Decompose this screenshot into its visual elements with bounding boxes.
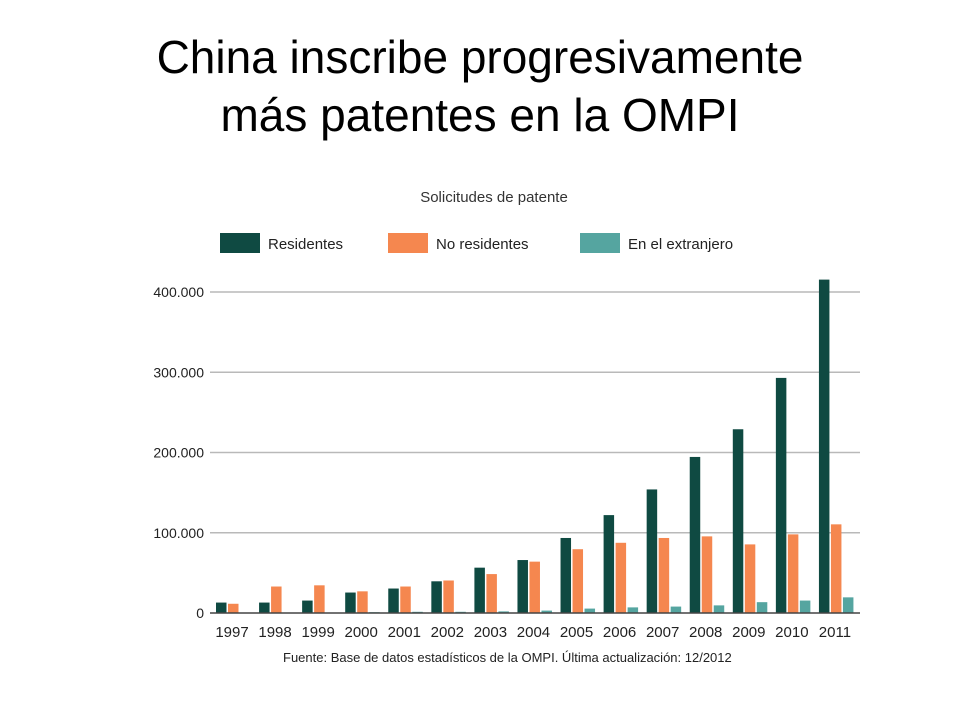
bar-no-residentes-2004: [529, 561, 540, 613]
bar-no-residentes-2003: [486, 574, 497, 613]
bar-residentes-2002: [431, 581, 442, 613]
bar-residentes-2004: [517, 560, 528, 613]
bar-no-residentes-1998: [271, 586, 282, 613]
x-tick-label: 2010: [775, 624, 808, 641]
x-axis-tick-labels: 1997 1998 1999 2000 2001 2002 2003 2004 2005 2006…: [215, 624, 851, 641]
y-tick-label: 200.000: [153, 445, 204, 461]
slide-title-line-1: China inscribe progresivamente: [156, 31, 804, 83]
bar-residentes-1997: [216, 602, 227, 613]
bar-en-el-extranjero-2010: [799, 600, 811, 613]
legend-label: Residentes: [268, 236, 343, 253]
chart-bars: [216, 279, 854, 613]
bar-en-el-extranjero-2009: [756, 602, 768, 613]
bar-residentes-2009: [732, 429, 744, 613]
y-tick-label: 0: [196, 605, 204, 621]
x-tick-label: 2008: [689, 624, 722, 641]
bar-no-residentes-2011: [830, 524, 842, 613]
x-tick-label: 1997: [215, 624, 248, 641]
chart-source-note: Fuente: Base de datos estadísticos de la…: [283, 650, 732, 665]
bar-no-residentes-2000: [357, 591, 368, 613]
bar-no-residentes-2002: [443, 580, 454, 613]
y-tick-label: 400.000: [153, 284, 204, 300]
x-tick-label: 2004: [517, 624, 550, 641]
bar-en-el-extranjero-2008: [713, 605, 725, 613]
bar-no-residentes-2006: [615, 542, 627, 613]
chart-gridlines: [210, 291, 860, 534]
legend-swatch: [388, 233, 428, 253]
slide-title-line-2: más patentes en la OMPI: [220, 89, 740, 141]
x-tick-label: 2005: [560, 624, 593, 641]
bar-no-residentes-1997: [228, 603, 239, 613]
x-tick-label: 1999: [301, 624, 334, 641]
bar-residentes-2008: [689, 456, 701, 613]
bar-no-residentes-2005: [572, 549, 584, 613]
legend-label: No residentes: [436, 236, 529, 253]
bar-residentes-2005: [560, 537, 572, 613]
chart-legend: Residentes No residentes En el extranjero: [220, 233, 733, 253]
y-tick-label: 300.000: [153, 364, 204, 380]
chart-title: Solicitudes de patente: [420, 189, 568, 206]
bar-residentes-1999: [302, 600, 313, 613]
legend-swatch: [220, 233, 260, 253]
x-tick-label: 2006: [603, 624, 636, 641]
bar-no-residentes-1999: [314, 585, 325, 613]
bar-en-el-extranjero-2005: [584, 608, 596, 613]
bar-residentes-2011: [818, 279, 830, 613]
x-tick-label: 1998: [258, 624, 291, 641]
bar-no-residentes-2010: [787, 534, 799, 613]
bar-residentes-2003: [474, 567, 485, 613]
bar-en-el-extranjero-2004: [541, 610, 552, 613]
x-tick-label: 2011: [819, 624, 851, 641]
bar-residentes-2001: [388, 588, 399, 613]
y-axis-tick-labels: 0 100.000 200.000 300.000 400.000: [153, 284, 204, 621]
x-tick-label: 2009: [732, 624, 765, 641]
bar-no-residentes-2008: [701, 536, 713, 613]
bar-en-el-extranjero-2003: [498, 611, 509, 613]
x-tick-label: 2003: [474, 624, 507, 641]
x-tick-label: 2000: [345, 624, 378, 641]
bar-en-el-extranjero-2006: [627, 607, 639, 613]
bar-residentes-2007: [646, 489, 658, 613]
bar-residentes-2006: [603, 515, 615, 613]
x-tick-label: 2007: [646, 624, 679, 641]
bar-no-residentes-2007: [658, 537, 670, 613]
legend-label: En el extranjero: [628, 236, 733, 253]
legend-swatch: [580, 233, 620, 253]
bar-en-el-extranjero-2007: [670, 606, 682, 613]
bar-residentes-1998: [259, 602, 270, 613]
x-tick-label: 2002: [431, 624, 464, 641]
bar-en-el-extranjero-2011: [842, 597, 854, 613]
y-tick-label: 100.000: [153, 525, 204, 541]
x-tick-label: 2001: [388, 624, 421, 641]
bar-residentes-2010: [775, 377, 787, 613]
bar-no-residentes-2009: [744, 544, 756, 613]
bar-no-residentes-2001: [400, 586, 411, 613]
bar-residentes-2000: [345, 592, 356, 613]
slide-title: China inscribe progresivamente más paten…: [0, 28, 960, 144]
